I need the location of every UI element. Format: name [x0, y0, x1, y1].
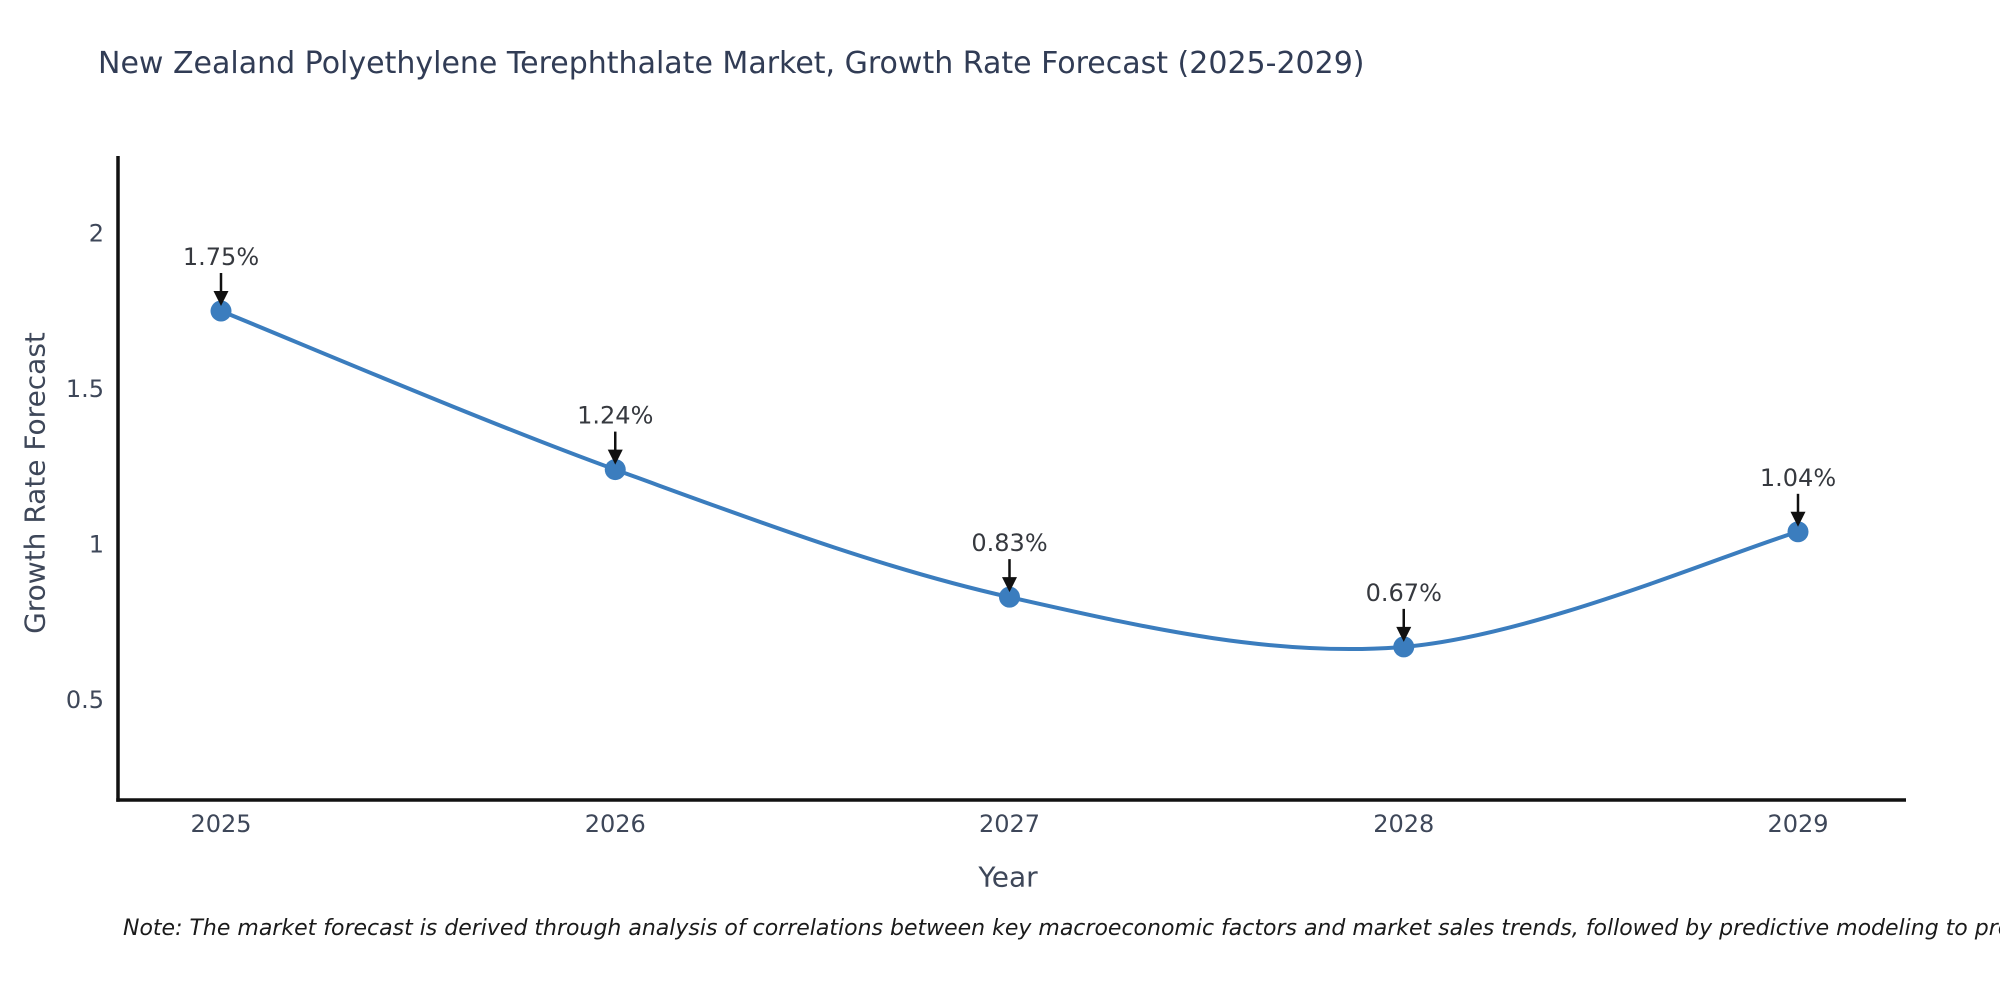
y-tick-label: 2 — [89, 219, 104, 247]
footnote: Note: The market forecast is derived thr… — [123, 916, 2000, 941]
x-tick-label: 2025 — [190, 810, 251, 838]
y-tick-label: 1.5 — [66, 375, 104, 403]
annotation-arrow-head — [1002, 577, 1017, 593]
data-point-marker — [210, 300, 232, 322]
data-point-marker — [999, 586, 1020, 608]
data-point-marker — [1787, 521, 1809, 543]
data-point-label: 1.04% — [1760, 464, 1836, 492]
chart-title: New Zealand Polyethylene Terephthalate M… — [98, 46, 1365, 81]
x-tick-label: 2029 — [1767, 810, 1828, 838]
y-axis-label: Growth Rate Forecast — [18, 332, 52, 634]
annotation-arrow-head — [1396, 626, 1412, 642]
data-point-label: 0.67% — [1366, 579, 1442, 607]
x-tick-label: 2026 — [585, 810, 646, 838]
x-axis-label: Year — [978, 860, 1038, 894]
data-point-label: 1.75% — [183, 243, 259, 271]
data-point-label: 0.83% — [971, 529, 1047, 557]
annotation-arrow-head — [213, 291, 229, 306]
x-tick-label: 2027 — [979, 810, 1040, 838]
data-point-marker — [604, 459, 626, 481]
data-point-marker — [1393, 636, 1415, 658]
annotation-arrow-head — [607, 449, 623, 465]
annotation-arrow-head — [1790, 511, 1806, 527]
x-tick-label: 2028 — [1373, 810, 1434, 838]
y-tick-label: 1 — [89, 530, 104, 558]
data-point-label: 1.24% — [577, 402, 653, 430]
y-tick-label: 0.5 — [66, 686, 104, 714]
